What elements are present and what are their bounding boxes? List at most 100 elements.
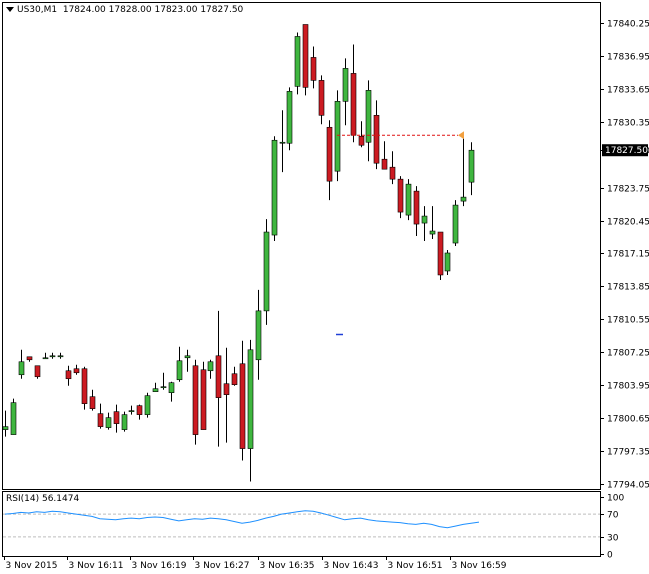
y-tick-label: 17794.05 xyxy=(607,481,649,491)
candle-bull xyxy=(207,361,214,372)
rsi-header: RSI(14) 56.1474 xyxy=(6,494,79,504)
price-level-marker[interactable] xyxy=(458,131,464,140)
candle-bear xyxy=(239,363,246,449)
candle-bear xyxy=(192,365,199,435)
current-price-label: 17827.50 xyxy=(605,146,648,156)
candle-bear xyxy=(302,24,309,88)
high-value: 17828.00 xyxy=(108,5,152,15)
rsi-name: RSI(14) xyxy=(6,494,40,504)
candle-bull xyxy=(279,141,286,144)
candle-bull xyxy=(2,426,9,430)
x-tick-label: 3 Nov 16:59 xyxy=(452,561,507,571)
candle-bull xyxy=(160,386,167,389)
y-tick-label: 17836.95 xyxy=(607,53,649,63)
candle-bear xyxy=(389,166,396,180)
candle-bull xyxy=(121,414,128,430)
candle-bull xyxy=(334,101,341,172)
x-tick-label: 3 Nov 16:19 xyxy=(132,561,187,571)
candle-bear xyxy=(97,413,104,427)
candle-bear xyxy=(26,356,33,361)
candle-bear xyxy=(65,370,72,380)
candle-bear xyxy=(397,178,404,213)
candle-bear xyxy=(34,365,41,378)
candle-bear xyxy=(358,135,365,146)
current-price-label-bg xyxy=(602,144,648,157)
y-tick-label: 17813.85 xyxy=(607,283,649,293)
y-tick-label: 17810.55 xyxy=(607,316,649,326)
candle-bear xyxy=(326,126,333,182)
rsi-value: 56.1474 xyxy=(41,494,80,504)
candle-bull xyxy=(294,36,301,87)
candle-bull xyxy=(176,360,183,381)
y-tick-label: 17830.35 xyxy=(607,119,649,129)
candle-bull xyxy=(460,196,467,202)
candle-bull xyxy=(444,252,451,272)
candle-bull xyxy=(405,183,412,216)
candle-bull xyxy=(263,231,270,312)
y-tick-label: 17823.75 xyxy=(607,185,649,195)
candle-bear xyxy=(200,369,207,430)
close-value: 17827.50 xyxy=(200,5,244,15)
open-value: 17824.00 xyxy=(62,5,106,15)
candle-bear xyxy=(381,158,388,170)
x-tick-label: 3 Nov 16:51 xyxy=(388,561,443,571)
candle-bear xyxy=(136,405,143,415)
candle-bear xyxy=(231,373,238,386)
y-tick-label: 17840.25 xyxy=(607,20,649,30)
candle-bear xyxy=(310,57,317,81)
candle-bull xyxy=(144,395,151,415)
x-tick-label: 3 Nov 2015 xyxy=(6,561,58,571)
candle-bull xyxy=(105,417,112,428)
candle-bull xyxy=(247,349,254,449)
rsi-tick-label: 30 xyxy=(607,534,619,544)
symbol-label: US30,M1 xyxy=(17,5,58,15)
candle-bull xyxy=(255,310,262,361)
rsi-tick-label: 0 xyxy=(607,551,613,561)
candle-bull xyxy=(10,402,17,435)
candle-bull xyxy=(342,68,349,102)
candle-bull xyxy=(421,215,428,224)
y-tick-label: 17820.45 xyxy=(607,218,649,228)
candle-bear xyxy=(223,383,230,395)
candle-bull xyxy=(152,388,159,393)
candle-bear xyxy=(318,80,325,116)
x-tick-label: 3 Nov 16:11 xyxy=(69,561,124,571)
candle-bear xyxy=(437,231,444,276)
candle-bear xyxy=(89,396,96,409)
low-value: 17823.00 xyxy=(154,5,198,15)
x-tick-label: 3 Nov 16:43 xyxy=(324,561,379,571)
candle-bear xyxy=(413,190,420,225)
candle-bull xyxy=(49,355,56,358)
candle-bear xyxy=(350,73,357,136)
candle-bull xyxy=(468,149,475,183)
candle-bull xyxy=(271,139,278,236)
candle-bull xyxy=(42,357,49,360)
candle-bull xyxy=(365,90,372,143)
candle-bull xyxy=(286,91,293,144)
candle-bear xyxy=(73,368,80,374)
chevron-down-icon[interactable] xyxy=(6,7,14,12)
candle-bull xyxy=(128,410,135,412)
candle-bull xyxy=(452,204,459,244)
y-tick-label: 17800.65 xyxy=(607,415,649,425)
x-tick-label: 3 Nov 16:27 xyxy=(195,561,250,571)
candle-bear xyxy=(215,355,222,398)
candle-bear xyxy=(81,368,88,404)
rsi-line xyxy=(4,510,480,529)
candle-bull xyxy=(184,355,191,359)
candle-bull xyxy=(57,355,64,358)
candle-bull xyxy=(18,361,25,376)
candle-bear xyxy=(113,411,120,424)
y-tick-label: 17797.35 xyxy=(607,448,649,458)
y-tick-label: 17833.65 xyxy=(607,86,649,96)
y-tick-label: 17807.25 xyxy=(607,349,649,359)
rsi-panel-frame xyxy=(2,491,601,557)
rsi-tick-label: 70 xyxy=(607,511,619,521)
rsi-tick-label: 100 xyxy=(607,494,624,504)
main-chart-frame xyxy=(2,2,601,490)
chart-header: US30,M1 17824.00 17828.00 17823.00 17827… xyxy=(6,5,243,15)
y-tick-label: 17803.95 xyxy=(607,382,649,392)
x-tick-label: 3 Nov 16:35 xyxy=(260,561,315,571)
candle-bull xyxy=(429,230,436,235)
